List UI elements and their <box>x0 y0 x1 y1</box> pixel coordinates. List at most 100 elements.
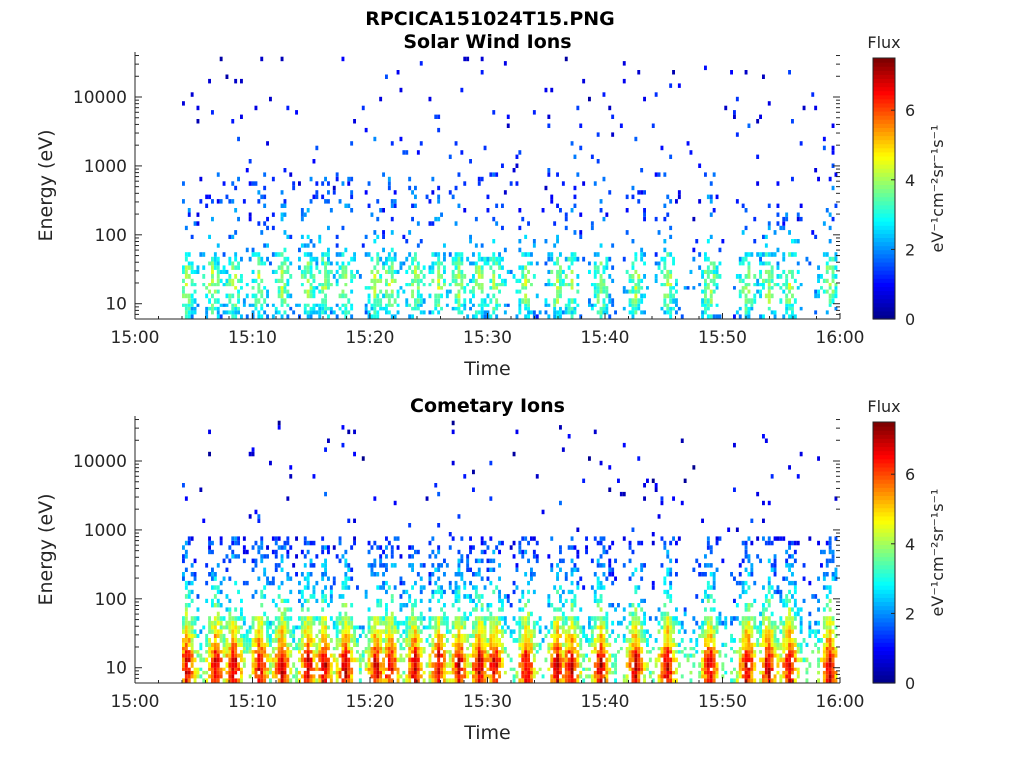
heatmap-cell <box>472 585 475 590</box>
heatmap-cell <box>443 616 446 621</box>
heatmap-cell <box>489 496 493 501</box>
heatmap-cell <box>457 642 461 647</box>
heatmap-cell <box>576 303 580 307</box>
heatmap-cell <box>625 625 629 630</box>
heatmap-cell <box>318 289 322 294</box>
heatmap-cell <box>251 293 255 299</box>
heatmap-cell <box>544 657 548 663</box>
heatmap-cell <box>692 616 696 621</box>
heatmap-cell <box>820 286 823 290</box>
heatmap-cell <box>440 633 443 638</box>
heatmap-cell <box>295 642 298 647</box>
heatmap-cell <box>550 633 554 638</box>
heatmap-cell <box>695 558 699 564</box>
heatmap-cell <box>518 625 522 630</box>
heatmap-cell <box>814 105 818 111</box>
heatmap-cell <box>648 670 652 675</box>
heatmap-cell <box>599 607 603 612</box>
heatmap-cell <box>599 261 603 266</box>
heatmap-cell <box>518 540 522 546</box>
heatmap-cell <box>518 616 522 621</box>
heatmap-cell <box>527 269 530 274</box>
heatmap-cell <box>416 150 420 155</box>
heatmap-cell <box>182 662 185 668</box>
heatmap-cell <box>274 563 278 568</box>
heatmap-cell <box>318 234 322 239</box>
heatmap-cell <box>327 545 330 550</box>
heatmap-cell <box>547 554 551 559</box>
heatmap-cell <box>460 310 464 315</box>
heatmap-cell <box>367 181 371 186</box>
heatmap-cell <box>385 642 388 647</box>
heatmap-cell <box>251 558 255 564</box>
heatmap-cell <box>387 283 391 287</box>
heatmap-cell <box>709 293 713 299</box>
heatmap-cell <box>211 603 214 608</box>
heatmap-cell <box>300 653 304 658</box>
heatmap-cell <box>454 674 458 679</box>
heatmap-cell <box>666 629 670 634</box>
heatmap-cell <box>501 598 504 603</box>
heatmap-cell <box>640 247 644 253</box>
heatmap-cell <box>312 310 316 315</box>
heatmap-cell <box>466 616 470 621</box>
colorbar-swatch <box>873 58 895 63</box>
heatmap-cell <box>669 154 673 159</box>
heatmap-cell <box>434 678 438 683</box>
heatmap-cell <box>576 549 580 555</box>
heatmap-cell <box>567 633 571 638</box>
heatmap-cell <box>663 247 667 253</box>
heatmap-cell <box>390 620 394 626</box>
heatmap-cell <box>460 657 464 663</box>
heatmap-cell <box>582 633 586 638</box>
heatmap-cell <box>402 580 406 586</box>
heatmap-cell <box>318 314 322 319</box>
heatmap-cell <box>495 303 499 307</box>
heatmap-cell <box>741 625 745 630</box>
heatmap-cell <box>184 310 188 315</box>
heatmap-cell <box>309 633 313 638</box>
heatmap-cell <box>211 549 214 555</box>
heatmap-cell <box>472 469 475 475</box>
heatmap-cell <box>271 225 275 231</box>
heatmap-cell <box>228 653 232 658</box>
heatmap-cell <box>298 638 301 643</box>
heatmap-cell <box>573 603 577 608</box>
heatmap-cell <box>625 194 629 200</box>
heatmap-cell <box>344 642 348 647</box>
heatmap-cell <box>211 647 214 651</box>
heatmap-cell <box>408 633 412 638</box>
heatmap-cell <box>286 674 290 679</box>
heatmap-cell <box>280 261 284 266</box>
heatmap-cell <box>414 549 417 555</box>
heatmap-cell <box>498 274 501 279</box>
heatmap-cell <box>260 625 264 630</box>
heatmap-cell <box>611 114 615 119</box>
heatmap-cell <box>553 221 557 226</box>
heatmap-cell <box>414 306 417 311</box>
heatmap-cell <box>530 647 533 651</box>
heatmap-cell <box>448 532 452 537</box>
heatmap-cell <box>480 298 484 304</box>
heatmap-cell <box>414 203 417 208</box>
heatmap-cell <box>663 662 667 668</box>
heatmap-cell <box>399 657 403 663</box>
heatmap-cell <box>208 616 211 621</box>
heatmap-cell <box>608 653 612 658</box>
heatmap-cell <box>767 650 771 654</box>
heatmap-cell <box>814 168 818 173</box>
heatmap-cell <box>764 629 768 634</box>
heatmap-cell <box>750 572 754 577</box>
heatmap-cell <box>245 647 249 651</box>
heatmap-cell <box>387 647 391 651</box>
heatmap-cell <box>590 154 594 159</box>
heatmap-cell <box>373 657 377 663</box>
heatmap-cell <box>570 314 574 319</box>
heatmap-cell <box>187 603 191 608</box>
heatmap-cell <box>556 293 559 299</box>
heatmap-cell <box>385 306 388 311</box>
heatmap-cell <box>263 572 267 577</box>
heatmap-cell <box>341 585 345 590</box>
heatmap-cell <box>669 199 673 204</box>
heatmap-cell <box>454 625 458 630</box>
